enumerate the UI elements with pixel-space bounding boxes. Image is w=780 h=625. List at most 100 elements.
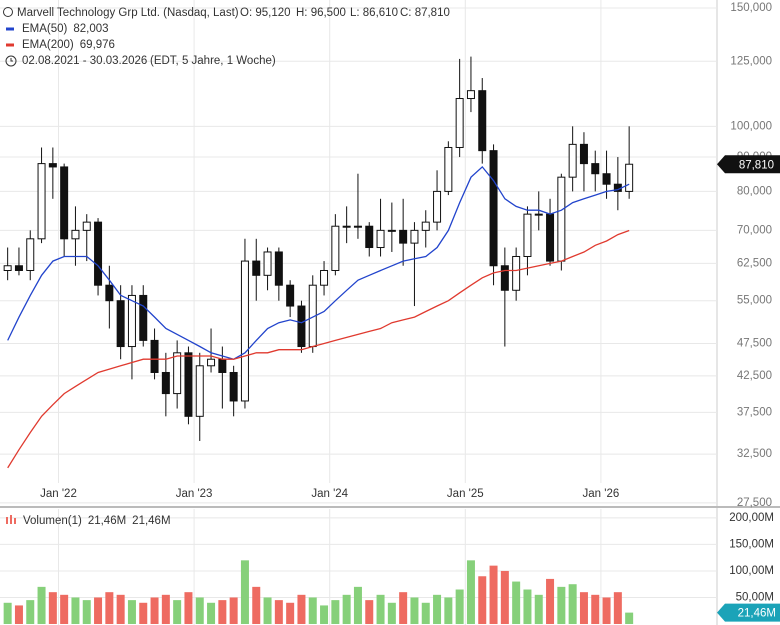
volume-bar — [274, 600, 283, 624]
x-tick-label: Jan '23 — [176, 488, 213, 500]
y-tick-label: 37,500 — [737, 406, 772, 418]
candle-body — [173, 352, 182, 395]
volume-bar — [184, 592, 193, 624]
clock-hand — [10, 58, 13, 62]
volume-bar — [591, 594, 600, 624]
y-tick-label: 47,500 — [737, 337, 772, 349]
y-tick-label: 70,000 — [737, 224, 772, 236]
candle-body — [534, 213, 543, 216]
candle-body — [466, 90, 475, 100]
candle-body — [116, 300, 125, 348]
ema-line — [7, 165, 630, 360]
volume-bar — [263, 597, 272, 624]
y-tick-label: 32,500 — [737, 448, 772, 460]
candle-body — [71, 229, 80, 240]
y-tick-label: 150,000 — [730, 2, 772, 14]
candle-body — [105, 284, 114, 302]
candle-body — [297, 305, 306, 348]
candle-body — [421, 221, 430, 231]
ema-line — [7, 229, 630, 469]
candle-body — [478, 90, 487, 152]
candle-body — [387, 229, 396, 232]
candle-body — [376, 229, 385, 249]
volume-bar — [365, 600, 374, 624]
volume-bar — [48, 592, 57, 624]
candle-body — [229, 371, 238, 402]
volume-bar — [444, 597, 453, 624]
volume-bar — [455, 589, 464, 624]
candle-body — [139, 294, 148, 341]
y-tick-label: 42,500 — [737, 370, 772, 382]
volume-bar — [399, 592, 408, 624]
volume-bar — [240, 560, 249, 624]
candle-body — [455, 98, 464, 148]
legend-value: 21,46M — [88, 515, 126, 527]
candle-body — [274, 251, 283, 286]
range-note: (EDT, 5 Jahre, 1 Woche) — [150, 55, 276, 67]
volume-bar — [557, 586, 566, 624]
legend-swatch — [10, 515, 12, 524]
volume-bar — [116, 594, 125, 624]
candle-body — [48, 163, 57, 168]
candle-body — [26, 238, 35, 271]
candle-body — [433, 190, 442, 223]
volume-bar — [3, 602, 12, 624]
candle-body — [195, 365, 204, 417]
volume-bar — [195, 597, 204, 624]
legend-label: EMA(50) — [22, 23, 68, 35]
candle-body — [82, 221, 91, 231]
volume-bar — [105, 592, 114, 624]
volume-bar — [207, 602, 216, 624]
y-tick-label: 100,000 — [730, 120, 772, 132]
volume-bar — [14, 605, 23, 624]
legend-swatch — [6, 43, 14, 47]
volume-bar — [139, 602, 148, 624]
candle-body — [161, 371, 170, 395]
volume-bar — [252, 586, 261, 624]
x-tick-label: Jan '25 — [447, 488, 484, 500]
y-tick-label: 125,000 — [730, 55, 772, 67]
volume-bar — [579, 592, 588, 624]
candle-body — [625, 163, 634, 192]
x-tick-label: Jan '22 — [40, 488, 77, 500]
x-tick-label: Jan '26 — [583, 488, 620, 500]
candle-body — [523, 213, 532, 257]
price-tag — [717, 155, 780, 174]
volume-bar — [94, 597, 103, 624]
volume-bar — [602, 597, 611, 624]
volume-bar — [60, 594, 69, 624]
x-tick-label: Jan '24 — [311, 488, 348, 500]
volume-bar — [308, 597, 317, 624]
ohlc: C: 87,810 — [400, 7, 450, 19]
candle-body — [365, 225, 374, 249]
volume-bar — [387, 602, 396, 624]
candle-body — [331, 225, 340, 271]
volume-bar — [523, 589, 532, 624]
volume-bar — [546, 578, 555, 624]
candle-body — [252, 260, 261, 276]
volume-bar — [500, 570, 509, 624]
candle-body — [353, 225, 362, 228]
candle-body — [591, 163, 600, 175]
y-tick-label: 62,500 — [737, 257, 772, 269]
volume-bar — [161, 594, 170, 624]
volume-bar — [613, 592, 622, 624]
legend-swatch — [14, 518, 16, 524]
candle-body — [512, 255, 521, 291]
candle-body — [3, 265, 12, 271]
candle-body — [218, 358, 227, 373]
volume-bar — [150, 597, 159, 624]
volume-bar — [127, 600, 136, 624]
y-tick-label: 100,00M — [729, 565, 774, 577]
volume-bar — [342, 594, 351, 624]
ohlc: L: 86,610 — [350, 7, 398, 19]
candle-body — [500, 265, 509, 291]
volume-bar — [512, 581, 521, 624]
volume-bar — [478, 576, 487, 624]
candle-body — [127, 294, 136, 348]
header: Marvell Technology Grp Ltd. (Nasdaq, Las… — [3, 7, 450, 67]
candle-body — [602, 173, 611, 185]
volume-bar — [376, 594, 385, 624]
volume-bar — [82, 600, 91, 624]
